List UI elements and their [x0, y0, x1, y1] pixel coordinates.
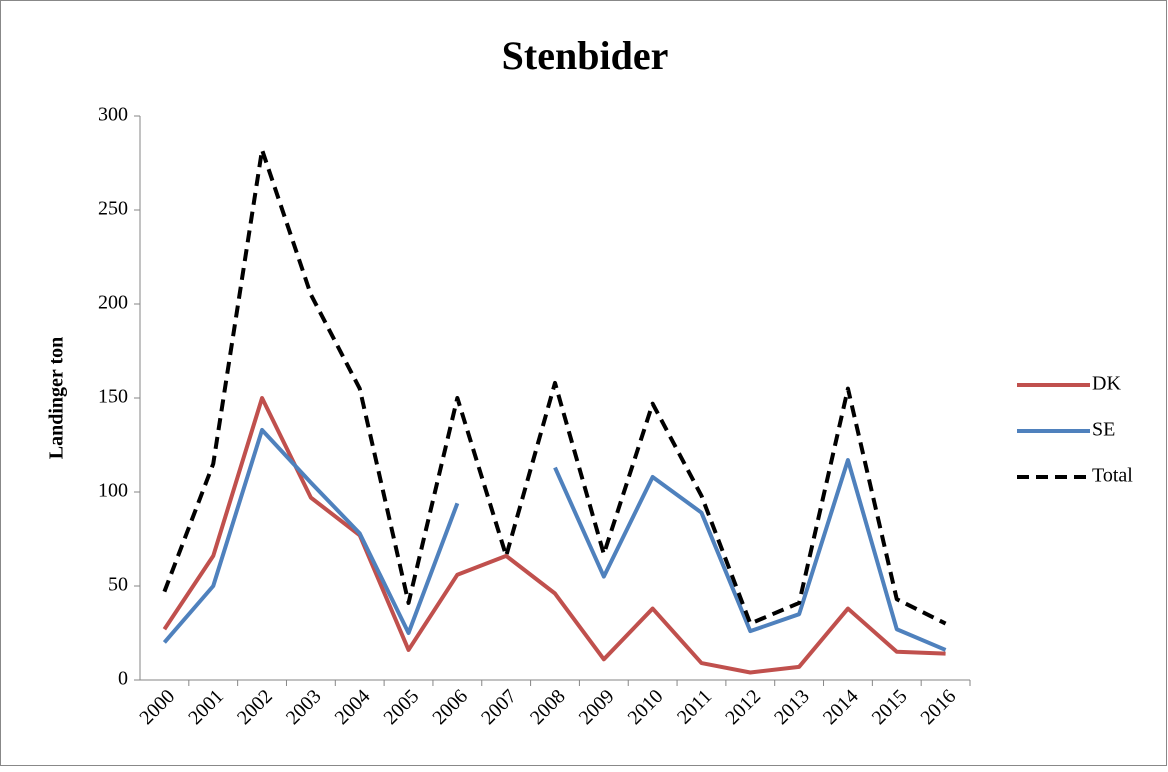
legend-label: Total: [1092, 465, 1133, 487]
line-series: [162, 147, 947, 626]
y-tick-label: 250: [98, 198, 128, 220]
legend-label: SE: [1092, 419, 1115, 441]
legend-label: DK: [1092, 373, 1121, 395]
line-series: [162, 427, 947, 652]
y-tick-label: 200: [98, 292, 128, 314]
y-tick-label: 0: [118, 668, 128, 690]
chart-title: Stenbider: [502, 33, 669, 78]
y-tick-label: 300: [98, 104, 128, 126]
y-tick-label: 150: [98, 386, 128, 408]
y-tick-label: 50: [108, 574, 128, 596]
y-tick-label: 100: [98, 480, 128, 502]
y-axis-label: Landinger ton: [46, 337, 68, 459]
